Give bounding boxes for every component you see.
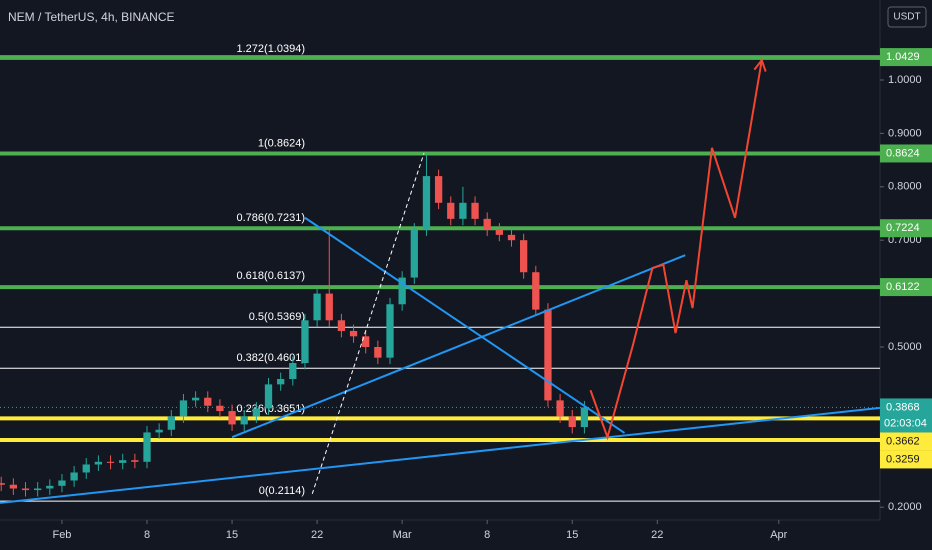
price-box xyxy=(880,278,932,297)
candle-body xyxy=(34,488,42,491)
x-tick-label: Feb xyxy=(52,529,71,541)
candle-body xyxy=(277,379,285,385)
candle-body xyxy=(143,432,151,462)
candle-body xyxy=(447,202,455,219)
candle-body xyxy=(9,484,18,489)
countdown: 02:03:04 xyxy=(884,417,927,429)
candle-body xyxy=(325,293,333,321)
trend-line xyxy=(0,406,881,504)
candle-body xyxy=(58,480,66,486)
candle-body xyxy=(337,320,346,331)
candle-body xyxy=(556,400,564,417)
candle-body xyxy=(410,229,418,278)
x-tick-label: 8 xyxy=(144,529,150,541)
candle-body xyxy=(191,397,200,401)
candle-body xyxy=(167,416,175,430)
price-label: 0.3259 xyxy=(886,453,920,465)
fib-label: 1(0.8624) xyxy=(258,137,305,149)
candle-body xyxy=(204,397,212,406)
candle-body xyxy=(70,472,78,481)
candle-body xyxy=(520,240,528,273)
candle-body xyxy=(131,460,139,462)
x-tick-label: 15 xyxy=(566,529,578,541)
chart-title: NEM / TetherUS, 4h, BINANCE xyxy=(8,10,175,24)
currency[interactable]: USDT xyxy=(893,12,920,23)
candle-body xyxy=(106,461,115,463)
candle-body xyxy=(228,411,236,425)
candle-body xyxy=(507,234,516,241)
candle-body xyxy=(289,363,297,380)
x-tick-label: Apr xyxy=(770,529,787,541)
y-tick-label: 0.8000 xyxy=(888,181,922,193)
candle-body xyxy=(155,429,163,433)
candle-body xyxy=(82,464,90,473)
y-tick-label: 0.2000 xyxy=(888,501,922,513)
y-tick-label: 1.0000 xyxy=(888,74,922,86)
x-tick-label: 22 xyxy=(311,529,323,541)
price-label: 1.0429 xyxy=(886,51,920,63)
x-tick-label: 22 xyxy=(651,529,663,541)
fib-label: 1.272(1.0394) xyxy=(237,43,306,55)
price-label: 0.8624 xyxy=(886,147,920,159)
candle-body xyxy=(119,460,127,463)
candle-body xyxy=(313,293,321,321)
candle-body xyxy=(422,176,431,230)
arrow-head xyxy=(753,58,767,72)
candle-body xyxy=(459,202,467,219)
price-label: 0.3868 xyxy=(886,401,920,413)
x-tick-label: 8 xyxy=(484,529,490,541)
trend-line xyxy=(304,216,626,434)
price-label: 0.7224 xyxy=(886,222,920,234)
candle-body xyxy=(471,202,479,219)
trend-line xyxy=(231,254,686,439)
candle-body xyxy=(434,176,443,203)
x-tick-label: 15 xyxy=(226,529,238,541)
price-box xyxy=(880,219,932,238)
projection-path xyxy=(589,60,763,441)
fib-label: 0.618(0.6137) xyxy=(237,270,306,282)
price-box xyxy=(880,432,932,451)
fib-label: 0.5(0.5369) xyxy=(249,311,305,323)
candle-body xyxy=(398,277,406,305)
candle-body xyxy=(374,346,382,358)
candle-body xyxy=(240,416,248,425)
candle-body xyxy=(0,483,5,485)
candle-body xyxy=(264,384,273,409)
candle-body xyxy=(216,405,224,412)
candle-body xyxy=(568,416,576,428)
candle-body xyxy=(544,309,552,401)
candle-body xyxy=(179,400,188,417)
fib-label: 0.786(0.7231) xyxy=(237,212,306,224)
price-label: 0.3662 xyxy=(886,435,920,447)
candle-body xyxy=(46,485,54,489)
x-tick-label: Mar xyxy=(393,529,412,541)
candle-body xyxy=(362,336,370,347)
price-label: 0.6122 xyxy=(886,281,920,293)
price-box xyxy=(880,48,932,67)
candle-body xyxy=(21,488,30,491)
trend-line xyxy=(311,152,425,494)
fib-label: 0.382(0.4601) xyxy=(237,352,306,364)
y-tick-label: 0.9000 xyxy=(888,127,922,139)
candle-body xyxy=(580,407,589,428)
price-box xyxy=(880,398,932,433)
candle-body xyxy=(349,330,358,337)
candle-body xyxy=(301,320,309,364)
candle-body xyxy=(483,218,491,230)
y-tick-label: 0.5000 xyxy=(888,341,922,353)
candle-body xyxy=(386,304,394,358)
currency-box[interactable] xyxy=(887,6,927,28)
candle-body xyxy=(495,229,503,235)
price-box xyxy=(880,144,932,163)
fib-label: 0(0.2114) xyxy=(259,485,305,497)
candle-body xyxy=(94,461,103,465)
price-box xyxy=(880,450,932,469)
candle-body xyxy=(532,272,540,310)
candle-body xyxy=(252,408,261,417)
